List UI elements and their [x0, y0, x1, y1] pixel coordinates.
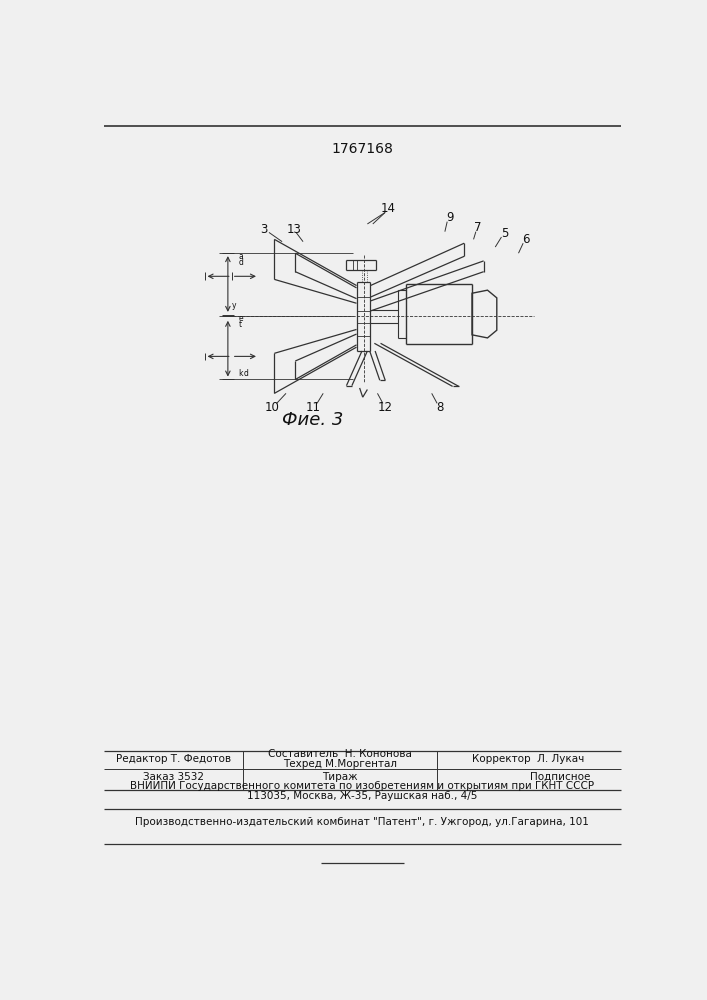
Text: 3: 3: [261, 223, 268, 236]
Text: Фие. 3: Фие. 3: [282, 411, 344, 429]
Text: a: a: [239, 252, 243, 261]
Text: 14: 14: [381, 202, 396, 215]
Text: Техред М.Моргентал: Техред М.Моргентал: [284, 759, 397, 769]
Text: 8: 8: [436, 401, 443, 414]
Text: 13: 13: [286, 223, 301, 236]
Text: e: e: [239, 314, 243, 323]
Text: Корректор  Л. Лукач: Корректор Л. Лукач: [472, 754, 585, 764]
Text: d: d: [243, 369, 248, 378]
Text: ВНИИПИ Государственного комитета по изобретениям и открытиям при ГКНТ СССР: ВНИИПИ Государственного комитета по изоб…: [130, 781, 594, 791]
Text: Составитель  Н. Кононова: Составитель Н. Кононова: [269, 749, 412, 759]
Text: t: t: [239, 320, 242, 329]
Text: 113035, Москва, Ж-35, Раушская наб., 4/5: 113035, Москва, Ж-35, Раушская наб., 4/5: [247, 791, 477, 801]
Text: Тираж: Тираж: [322, 772, 358, 782]
Text: 9: 9: [447, 211, 454, 224]
Text: 5: 5: [501, 227, 508, 240]
Text: Производственно-издательский комбинат "Патент", г. Ужгород, ул.Гагарина, 101: Производственно-издательский комбинат "П…: [135, 817, 589, 827]
Text: d: d: [239, 258, 244, 267]
Text: 1767168: 1767168: [331, 142, 393, 156]
Text: 12: 12: [378, 401, 392, 414]
Text: k: k: [239, 369, 243, 378]
Text: Заказ 3532: Заказ 3532: [143, 772, 204, 782]
Text: 6: 6: [522, 233, 530, 246]
Text: Подписное: Подписное: [530, 772, 590, 782]
Text: 7: 7: [474, 221, 482, 234]
Text: 10: 10: [264, 401, 279, 414]
Text: y: y: [232, 301, 236, 310]
Text: Редактор Т. Федотов: Редактор Т. Федотов: [116, 754, 231, 764]
Text: 11: 11: [305, 401, 321, 414]
